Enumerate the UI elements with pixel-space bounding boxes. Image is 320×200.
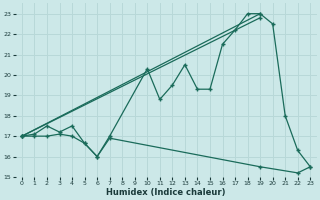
X-axis label: Humidex (Indice chaleur): Humidex (Indice chaleur) bbox=[106, 188, 226, 197]
